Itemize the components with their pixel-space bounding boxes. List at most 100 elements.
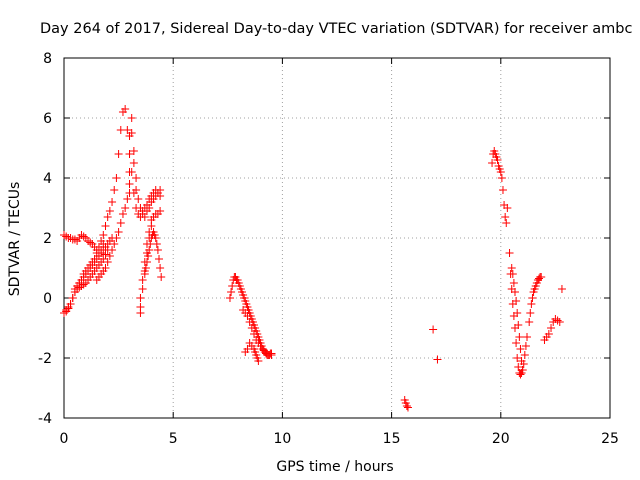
data-point	[496, 168, 505, 176]
data-point	[526, 309, 535, 317]
data-point	[68, 294, 77, 302]
data-point	[243, 312, 252, 320]
y-tick-label: 6	[43, 111, 52, 127]
data-point	[132, 174, 141, 182]
y-tick-label: 0	[43, 291, 52, 307]
data-point	[156, 264, 165, 272]
y-tick-label: 8	[43, 51, 52, 67]
data-point	[110, 186, 119, 194]
data-point	[125, 150, 134, 158]
data-point	[108, 198, 117, 206]
data-point	[250, 330, 259, 338]
data-point	[105, 207, 114, 215]
data-point	[125, 168, 134, 176]
data-point	[402, 402, 411, 410]
data-point	[140, 213, 149, 221]
data-point	[129, 147, 138, 155]
data-point	[528, 294, 537, 302]
data-point	[537, 273, 546, 281]
data-point	[515, 333, 524, 341]
data-point	[118, 210, 127, 218]
data-point	[518, 366, 527, 374]
data-point	[152, 240, 161, 248]
data-point	[105, 252, 114, 260]
data-point	[101, 250, 110, 259]
data-point	[141, 264, 150, 272]
x-axis-title: GPS time / hours	[276, 459, 393, 475]
data-point	[227, 288, 236, 296]
data-point	[155, 255, 164, 263]
x-tick-label: 15	[383, 431, 401, 447]
data-point	[136, 294, 145, 302]
data-point	[488, 159, 497, 167]
y-tick-label: 4	[43, 171, 52, 187]
data-point	[99, 231, 108, 239]
data-point	[103, 213, 112, 221]
data-point	[125, 189, 134, 197]
data-point	[101, 264, 110, 272]
data-point	[527, 300, 536, 308]
data-point	[140, 270, 149, 278]
data-point	[153, 246, 162, 254]
data-point	[108, 246, 117, 254]
data-points	[60, 105, 566, 412]
data-point	[267, 351, 276, 359]
data-point	[138, 276, 147, 284]
data-point	[403, 403, 412, 412]
data-point	[134, 195, 143, 203]
data-point	[544, 330, 553, 338]
y-tick-labels: -4 -2 0 2 4 6 8	[38, 51, 52, 427]
data-point	[145, 204, 154, 212]
data-point	[157, 273, 166, 281]
data-point	[110, 240, 119, 248]
data-point	[517, 357, 526, 365]
data-point	[514, 321, 523, 329]
data-point	[497, 174, 506, 182]
data-point	[513, 354, 522, 362]
data-point	[136, 303, 145, 311]
data-point	[151, 234, 160, 242]
data-point	[525, 318, 534, 326]
data-point	[433, 355, 442, 364]
data-point	[501, 213, 510, 221]
data-point	[114, 150, 123, 158]
x-tick-label: 25	[601, 431, 619, 447]
data-point	[510, 288, 519, 296]
y-tick-label: -2	[38, 351, 52, 367]
data-point	[493, 156, 502, 164]
data-point	[144, 252, 153, 260]
data-point	[132, 186, 141, 194]
data-point	[514, 363, 523, 371]
data-point	[498, 186, 507, 194]
data-point	[516, 345, 525, 353]
grid	[64, 58, 610, 418]
data-point	[66, 300, 75, 308]
data-point	[513, 309, 522, 317]
data-point	[112, 174, 121, 182]
data-point	[508, 270, 517, 278]
data-point	[123, 126, 132, 134]
data-point	[136, 204, 145, 212]
data-point	[503, 204, 512, 212]
data-point	[547, 324, 556, 332]
data-point	[254, 357, 263, 365]
data-point	[103, 258, 112, 266]
data-point	[142, 258, 151, 266]
data-point	[145, 246, 154, 254]
data-point	[138, 285, 147, 293]
data-point	[228, 282, 237, 290]
data-point	[247, 324, 256, 332]
data-point	[557, 285, 566, 293]
chart-title: Day 264 of 2017, Sidereal Day-to-day VTE…	[40, 21, 632, 37]
x-tick-label: 0	[60, 431, 69, 447]
data-point	[502, 219, 511, 227]
data-point	[156, 207, 165, 215]
y-tick-label: 2	[43, 231, 52, 247]
x-tick-labels: 0 5 10 15 20 25	[60, 431, 619, 447]
data-point	[101, 222, 110, 230]
data-point	[121, 204, 130, 212]
data-point	[509, 279, 518, 287]
data-point	[429, 325, 438, 334]
x-tick-label: 5	[169, 431, 178, 447]
